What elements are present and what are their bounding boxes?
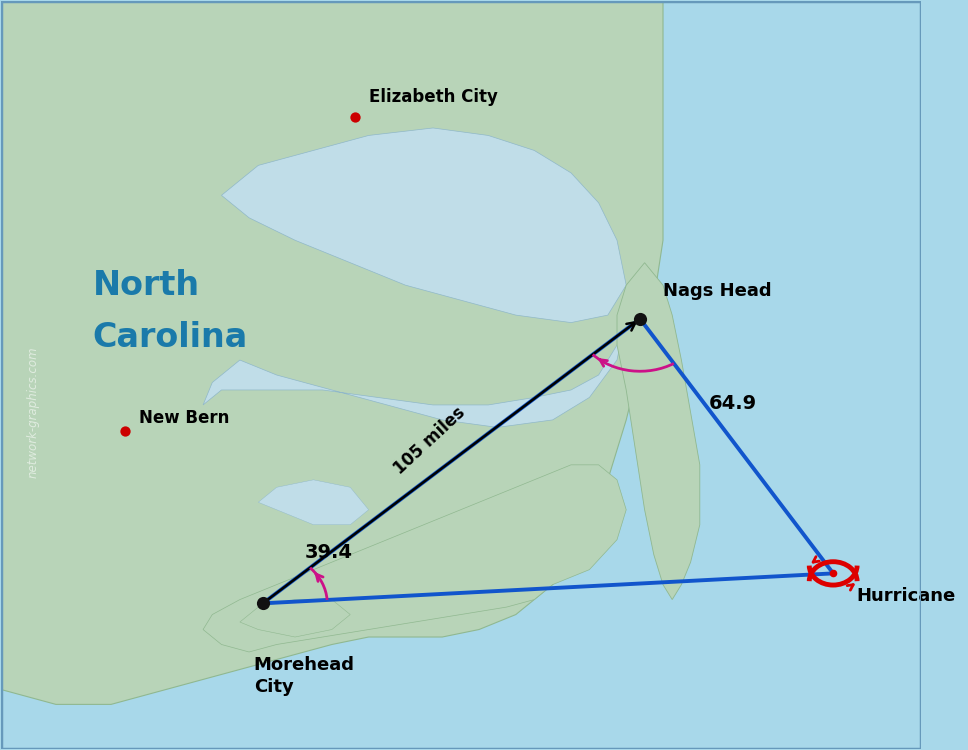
Polygon shape	[1, 1, 663, 704]
Polygon shape	[258, 480, 369, 525]
Text: 105 miles: 105 miles	[390, 404, 469, 478]
Text: New Bern: New Bern	[138, 410, 229, 428]
Point	[826, 568, 841, 580]
Point	[632, 313, 648, 325]
Polygon shape	[617, 262, 700, 599]
Text: Carolina: Carolina	[93, 321, 248, 354]
Text: North: North	[93, 268, 199, 302]
Text: Nags Head: Nags Head	[663, 282, 771, 300]
Text: Elizabeth City: Elizabeth City	[369, 88, 498, 106]
Point	[348, 111, 363, 123]
Polygon shape	[203, 315, 626, 428]
Text: Hurricane: Hurricane	[856, 586, 955, 604]
Text: 64.9: 64.9	[709, 394, 757, 412]
Text: 39.4: 39.4	[304, 543, 352, 562]
Polygon shape	[203, 465, 626, 652]
Text: Morehead
City: Morehead City	[254, 656, 354, 696]
Point	[117, 425, 133, 437]
Polygon shape	[222, 128, 626, 322]
Polygon shape	[240, 599, 350, 637]
Text: network-graphics.com: network-graphics.com	[26, 346, 40, 478]
Point	[256, 597, 271, 609]
